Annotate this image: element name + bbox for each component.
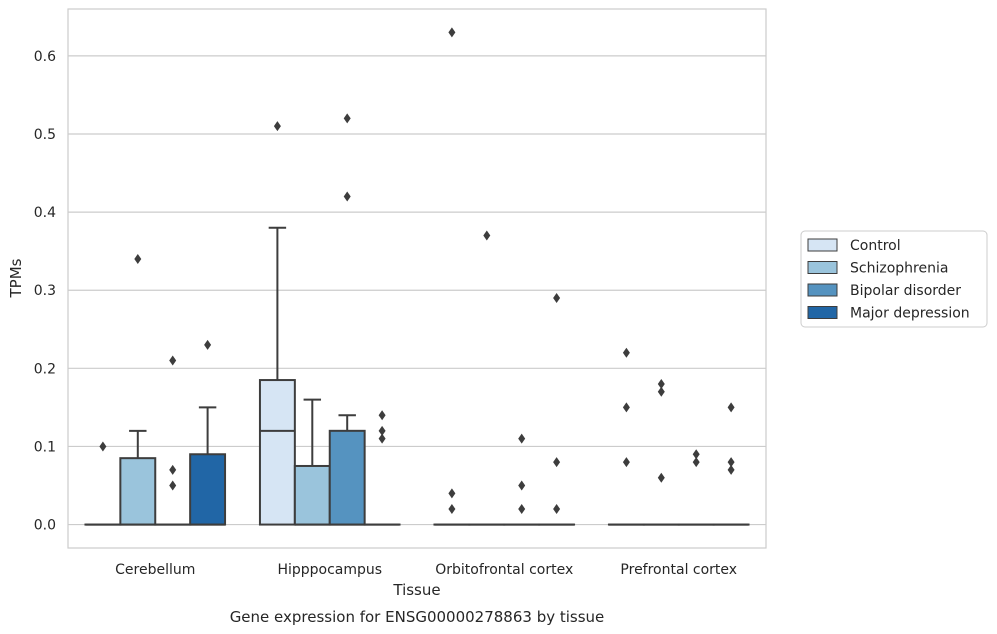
legend-item: Major depression xyxy=(807,306,970,322)
outlier-point xyxy=(448,488,456,499)
x-tick-label: Cerebellum xyxy=(115,562,195,578)
legend: Control Schizophrenia Bipolar disorder Majo… xyxy=(800,230,988,328)
outlier-point xyxy=(343,113,351,124)
legend-item: Control xyxy=(807,238,901,254)
y-gridlines xyxy=(68,55,766,526)
x-tick-label: Orbitofrontal cortex xyxy=(435,562,573,578)
x-tick-labels: Cerebellum Hipppocampus Orbitofrontal cort… xyxy=(115,562,737,578)
outlier-point xyxy=(518,433,526,444)
box-0-2 xyxy=(154,355,192,526)
outlier-point xyxy=(692,457,700,468)
box-body xyxy=(293,464,331,526)
outlier-point xyxy=(622,402,630,413)
outlier-point xyxy=(553,293,561,304)
box-body xyxy=(328,429,366,526)
y-tick-label: 0.3 xyxy=(34,283,56,299)
outlier-point xyxy=(483,230,491,241)
outlier-point xyxy=(204,339,212,350)
legend-swatch xyxy=(807,283,838,297)
box-1-3 xyxy=(363,410,401,526)
outlier-point xyxy=(273,121,281,132)
y-tick-labels: 0.0 0.1 0.2 0.3 0.4 0.5 0.6 xyxy=(34,49,56,534)
legend-swatch xyxy=(807,306,838,319)
x-tick-label: Hipppocampus xyxy=(277,562,382,578)
box-2-1 xyxy=(468,230,506,526)
x-tick-label: Prefrontal cortex xyxy=(620,562,737,578)
box-3-0 xyxy=(607,347,645,526)
outlier-point xyxy=(169,464,177,475)
figure-caption: Gene expression for ENSG00000278863 by t… xyxy=(230,608,605,626)
box-3-1 xyxy=(642,378,680,526)
box-3-3 xyxy=(712,402,750,526)
box-1-0 xyxy=(258,121,296,526)
outlier-point xyxy=(169,355,177,366)
outlier-point xyxy=(622,457,630,468)
outlier-point xyxy=(99,441,107,452)
y-axis-label: TPMs xyxy=(7,258,25,298)
y-tick-label: 0.6 xyxy=(34,49,56,65)
y-tick-label: 0.4 xyxy=(34,205,56,221)
y-tick-label: 0.1 xyxy=(34,439,56,455)
outlier-point xyxy=(657,378,665,389)
legend-swatch xyxy=(807,261,838,274)
outlier-point xyxy=(518,480,526,491)
legend-label: Control xyxy=(850,238,901,254)
box-plot-marks xyxy=(84,27,750,526)
box-1-2 xyxy=(328,113,366,526)
legend-swatch xyxy=(807,238,838,252)
outlier-point xyxy=(657,472,665,483)
plot-frame xyxy=(67,8,767,549)
outlier-point xyxy=(134,253,142,264)
box-0-0 xyxy=(84,441,122,526)
outlier-point xyxy=(343,191,351,202)
legend-label: Bipolar disorder xyxy=(850,283,961,299)
outlier-point xyxy=(378,410,386,421)
box-body xyxy=(258,379,296,526)
outlier-point xyxy=(378,433,386,444)
y-tick-label: 0.2 xyxy=(34,361,56,377)
outlier-point xyxy=(692,449,700,460)
outlier-point xyxy=(622,347,630,358)
outlier-point xyxy=(727,464,735,475)
outlier-point xyxy=(448,27,456,38)
outlier-point xyxy=(727,457,735,468)
legend-frame xyxy=(800,230,988,328)
outlier-point xyxy=(657,386,665,397)
outlier-point xyxy=(169,480,177,491)
box-3-2 xyxy=(677,449,715,526)
legend-label: Schizophrenia xyxy=(850,261,948,277)
x-axis-label: Tissue xyxy=(392,581,440,599)
y-tick-label: 0.0 xyxy=(34,518,56,534)
y-tick-label: 0.5 xyxy=(34,127,56,143)
box-0-3 xyxy=(189,339,227,526)
outlier-point xyxy=(518,503,526,514)
box-1-1 xyxy=(293,398,331,526)
box-body xyxy=(189,453,227,526)
outlier-point xyxy=(553,457,561,468)
legend-item: Bipolar disorder xyxy=(807,283,961,299)
legend-label: Major depression xyxy=(850,306,970,322)
legend-item: Schizophrenia xyxy=(807,261,948,277)
outlier-point xyxy=(378,425,386,436)
outlier-point xyxy=(553,503,561,514)
box-2-0 xyxy=(433,27,471,526)
box-0-1 xyxy=(119,253,157,526)
box-body xyxy=(119,457,157,526)
box-2-3 xyxy=(538,293,576,526)
box-2-2 xyxy=(503,433,541,526)
outlier-point xyxy=(727,402,735,413)
outlier-point xyxy=(448,503,456,514)
